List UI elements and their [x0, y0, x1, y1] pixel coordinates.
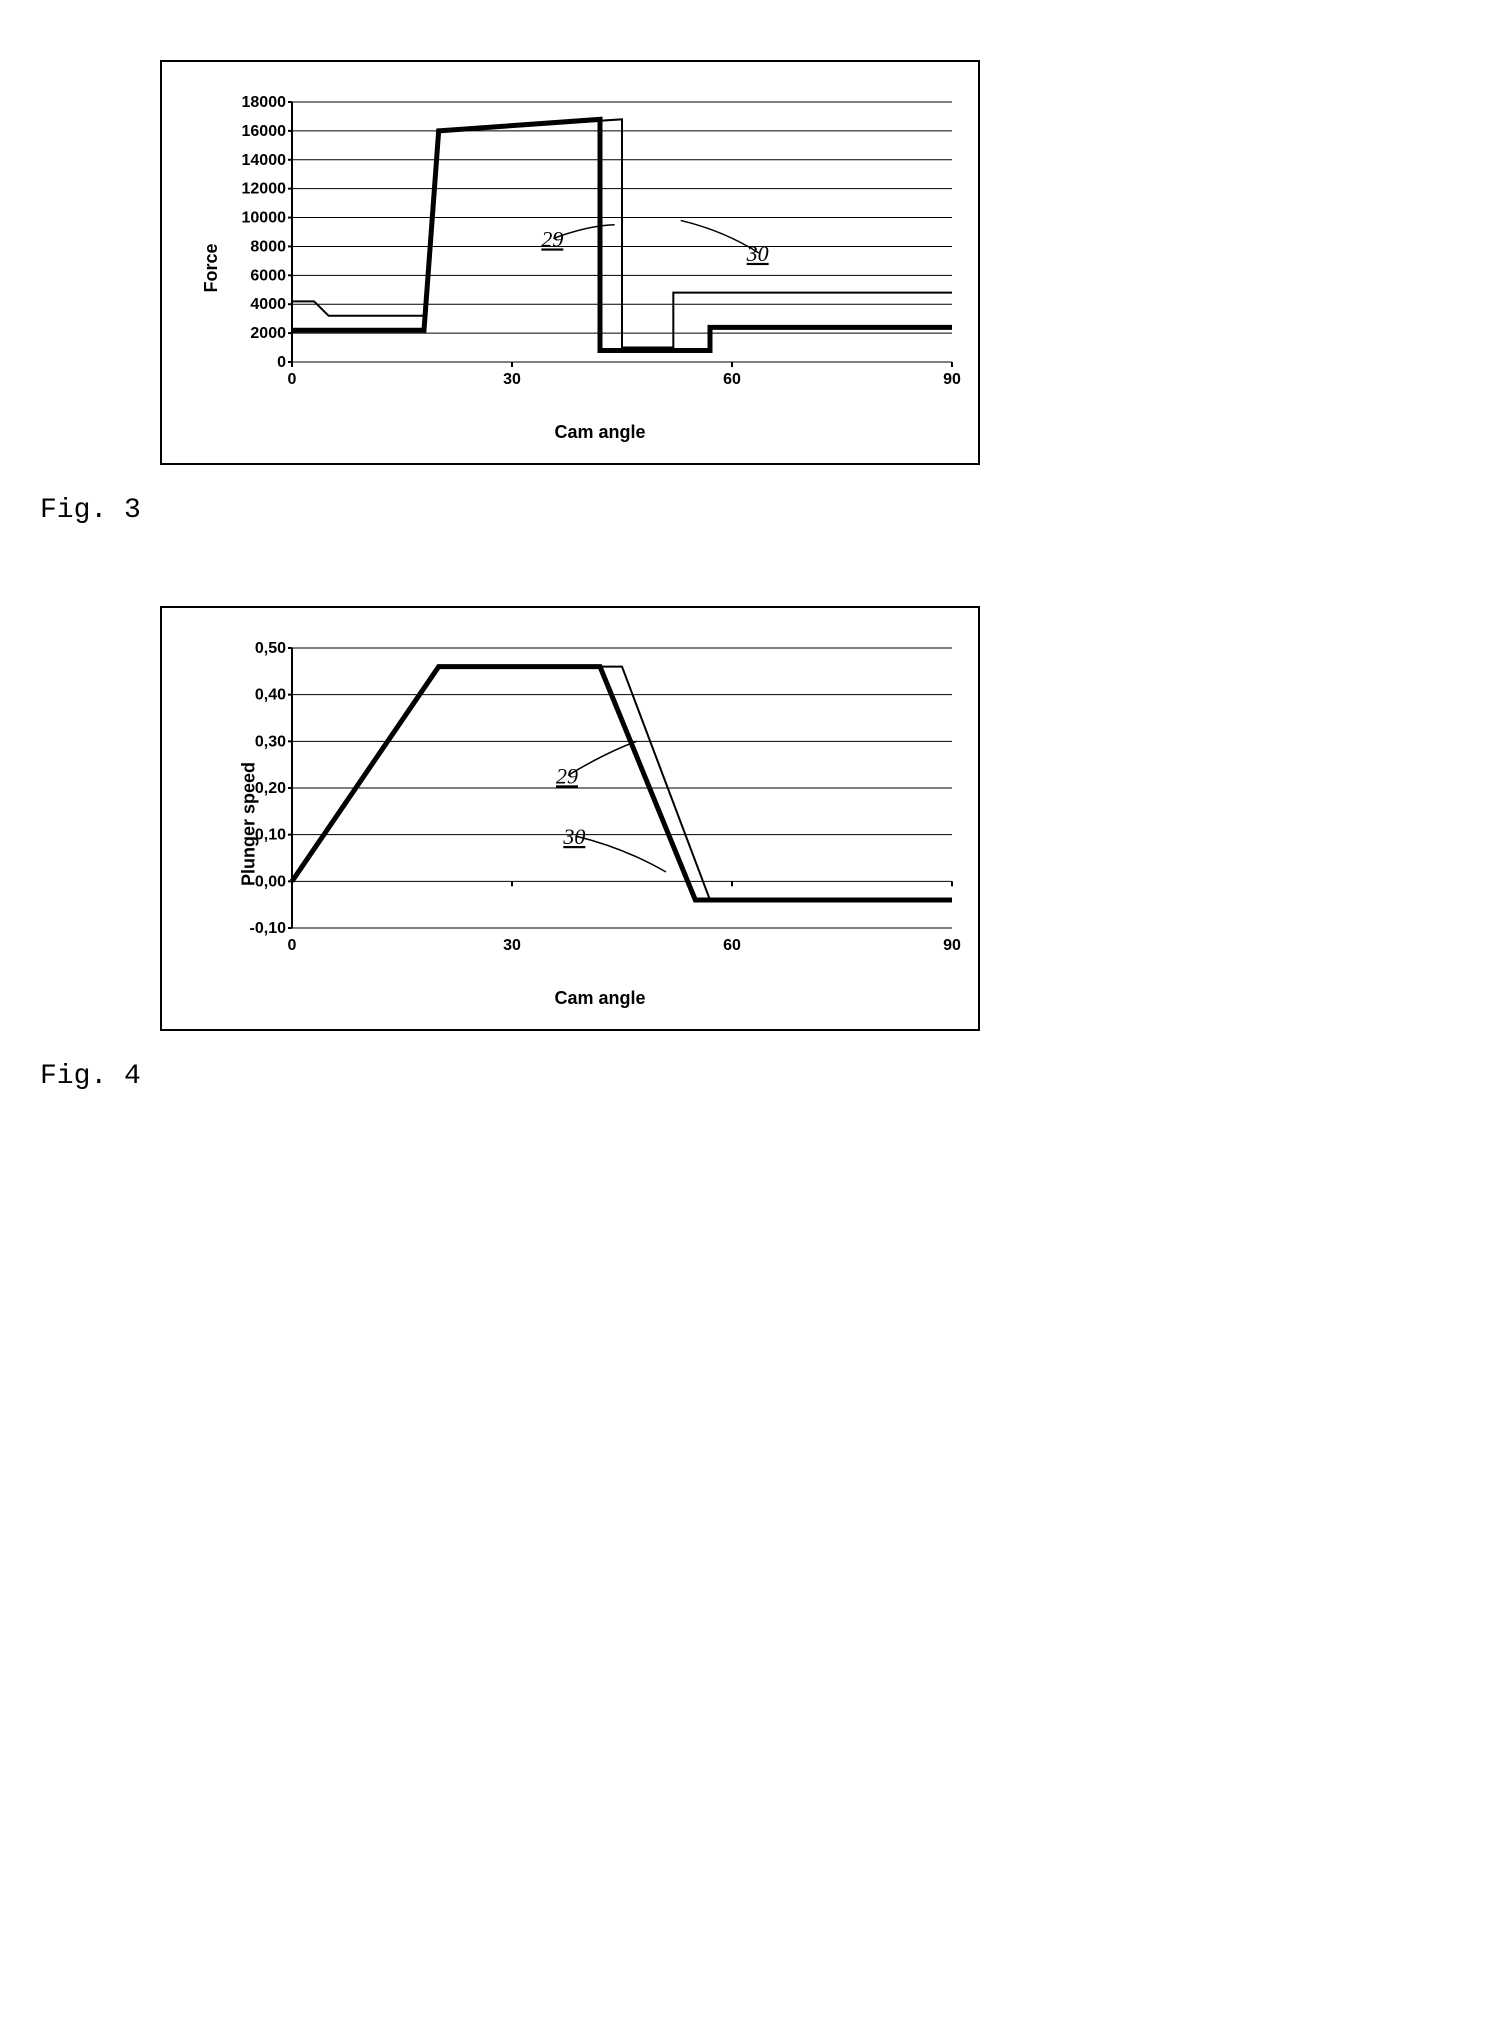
svg-text:60: 60: [723, 937, 741, 954]
chart-4-container: Plunger speed -0,10 0,00 0,10 0,20 0,30 0,40 0…: [160, 606, 980, 1031]
figure-4-caption: Fig. 4: [40, 1061, 1447, 1092]
figure-4: Plunger speed -0,10 0,00 0,10 0,20 0,30 0,40 0…: [40, 606, 1447, 1092]
svg-text:90: 90: [943, 371, 961, 388]
svg-text:0,30: 0,30: [255, 733, 286, 750]
svg-text:30: 30: [746, 241, 769, 266]
chart-3-plot: Force 0200040006000800010000120001400016…: [242, 92, 958, 443]
chart-4-xlabel: Cam angle: [242, 988, 958, 1009]
svg-text:14000: 14000: [242, 152, 286, 169]
svg-text:10000: 10000: [242, 210, 286, 227]
svg-text:0: 0: [277, 354, 286, 371]
svg-text:16000: 16000: [242, 123, 286, 140]
chart-3-container: Force 0 2000 4000 6000 8000 10000 12000 14000 16…: [160, 60, 980, 465]
svg-text:-0,10: -0,10: [250, 920, 287, 937]
chart-3-ylabel: Force: [201, 243, 222, 292]
svg-text:60: 60: [723, 371, 741, 388]
svg-text:0,00: 0,00: [255, 873, 286, 890]
chart-4-plot: Plunger speed -0,10 0,00 0,10 0,20 0,30 0,40 0…: [242, 638, 958, 1009]
svg-text:0,10: 0,10: [255, 827, 286, 844]
svg-text:0,20: 0,20: [255, 780, 286, 797]
chart-3-xlabel: Cam angle: [242, 422, 958, 443]
svg-text:29: 29: [541, 226, 563, 251]
svg-text:30: 30: [503, 371, 521, 388]
svg-text:8000: 8000: [250, 238, 286, 255]
svg-text:30: 30: [562, 824, 585, 849]
figure-3-caption: Fig. 3: [40, 495, 1447, 526]
chart-4-svg: -0,10 0,00 0,10 0,20 0,30 0,40 0,50 0 30 60 90 29 30: [242, 638, 962, 978]
chart-3-svg: 0 2000 4000 6000 8000 10000 12000 14000 16000 180…: [242, 92, 962, 412]
svg-text:29: 29: [556, 763, 578, 788]
svg-text:18000: 18000: [242, 94, 286, 111]
svg-text:6000: 6000: [250, 267, 286, 284]
svg-text:4000: 4000: [250, 296, 286, 313]
figure-3: Force 0 2000 4000 6000 8000 10000 12000 14000 16…: [40, 60, 1447, 526]
svg-text:30: 30: [503, 937, 521, 954]
svg-text:12000: 12000: [242, 181, 286, 198]
svg-text:0,40: 0,40: [255, 687, 286, 704]
svg-text:0: 0: [288, 937, 297, 954]
svg-text:90: 90: [943, 937, 961, 954]
svg-text:2000: 2000: [250, 325, 286, 342]
svg-text:0,50: 0,50: [255, 640, 286, 657]
chart-4-ylabel: Plunger speed: [239, 761, 260, 885]
svg-text:0: 0: [288, 371, 297, 388]
